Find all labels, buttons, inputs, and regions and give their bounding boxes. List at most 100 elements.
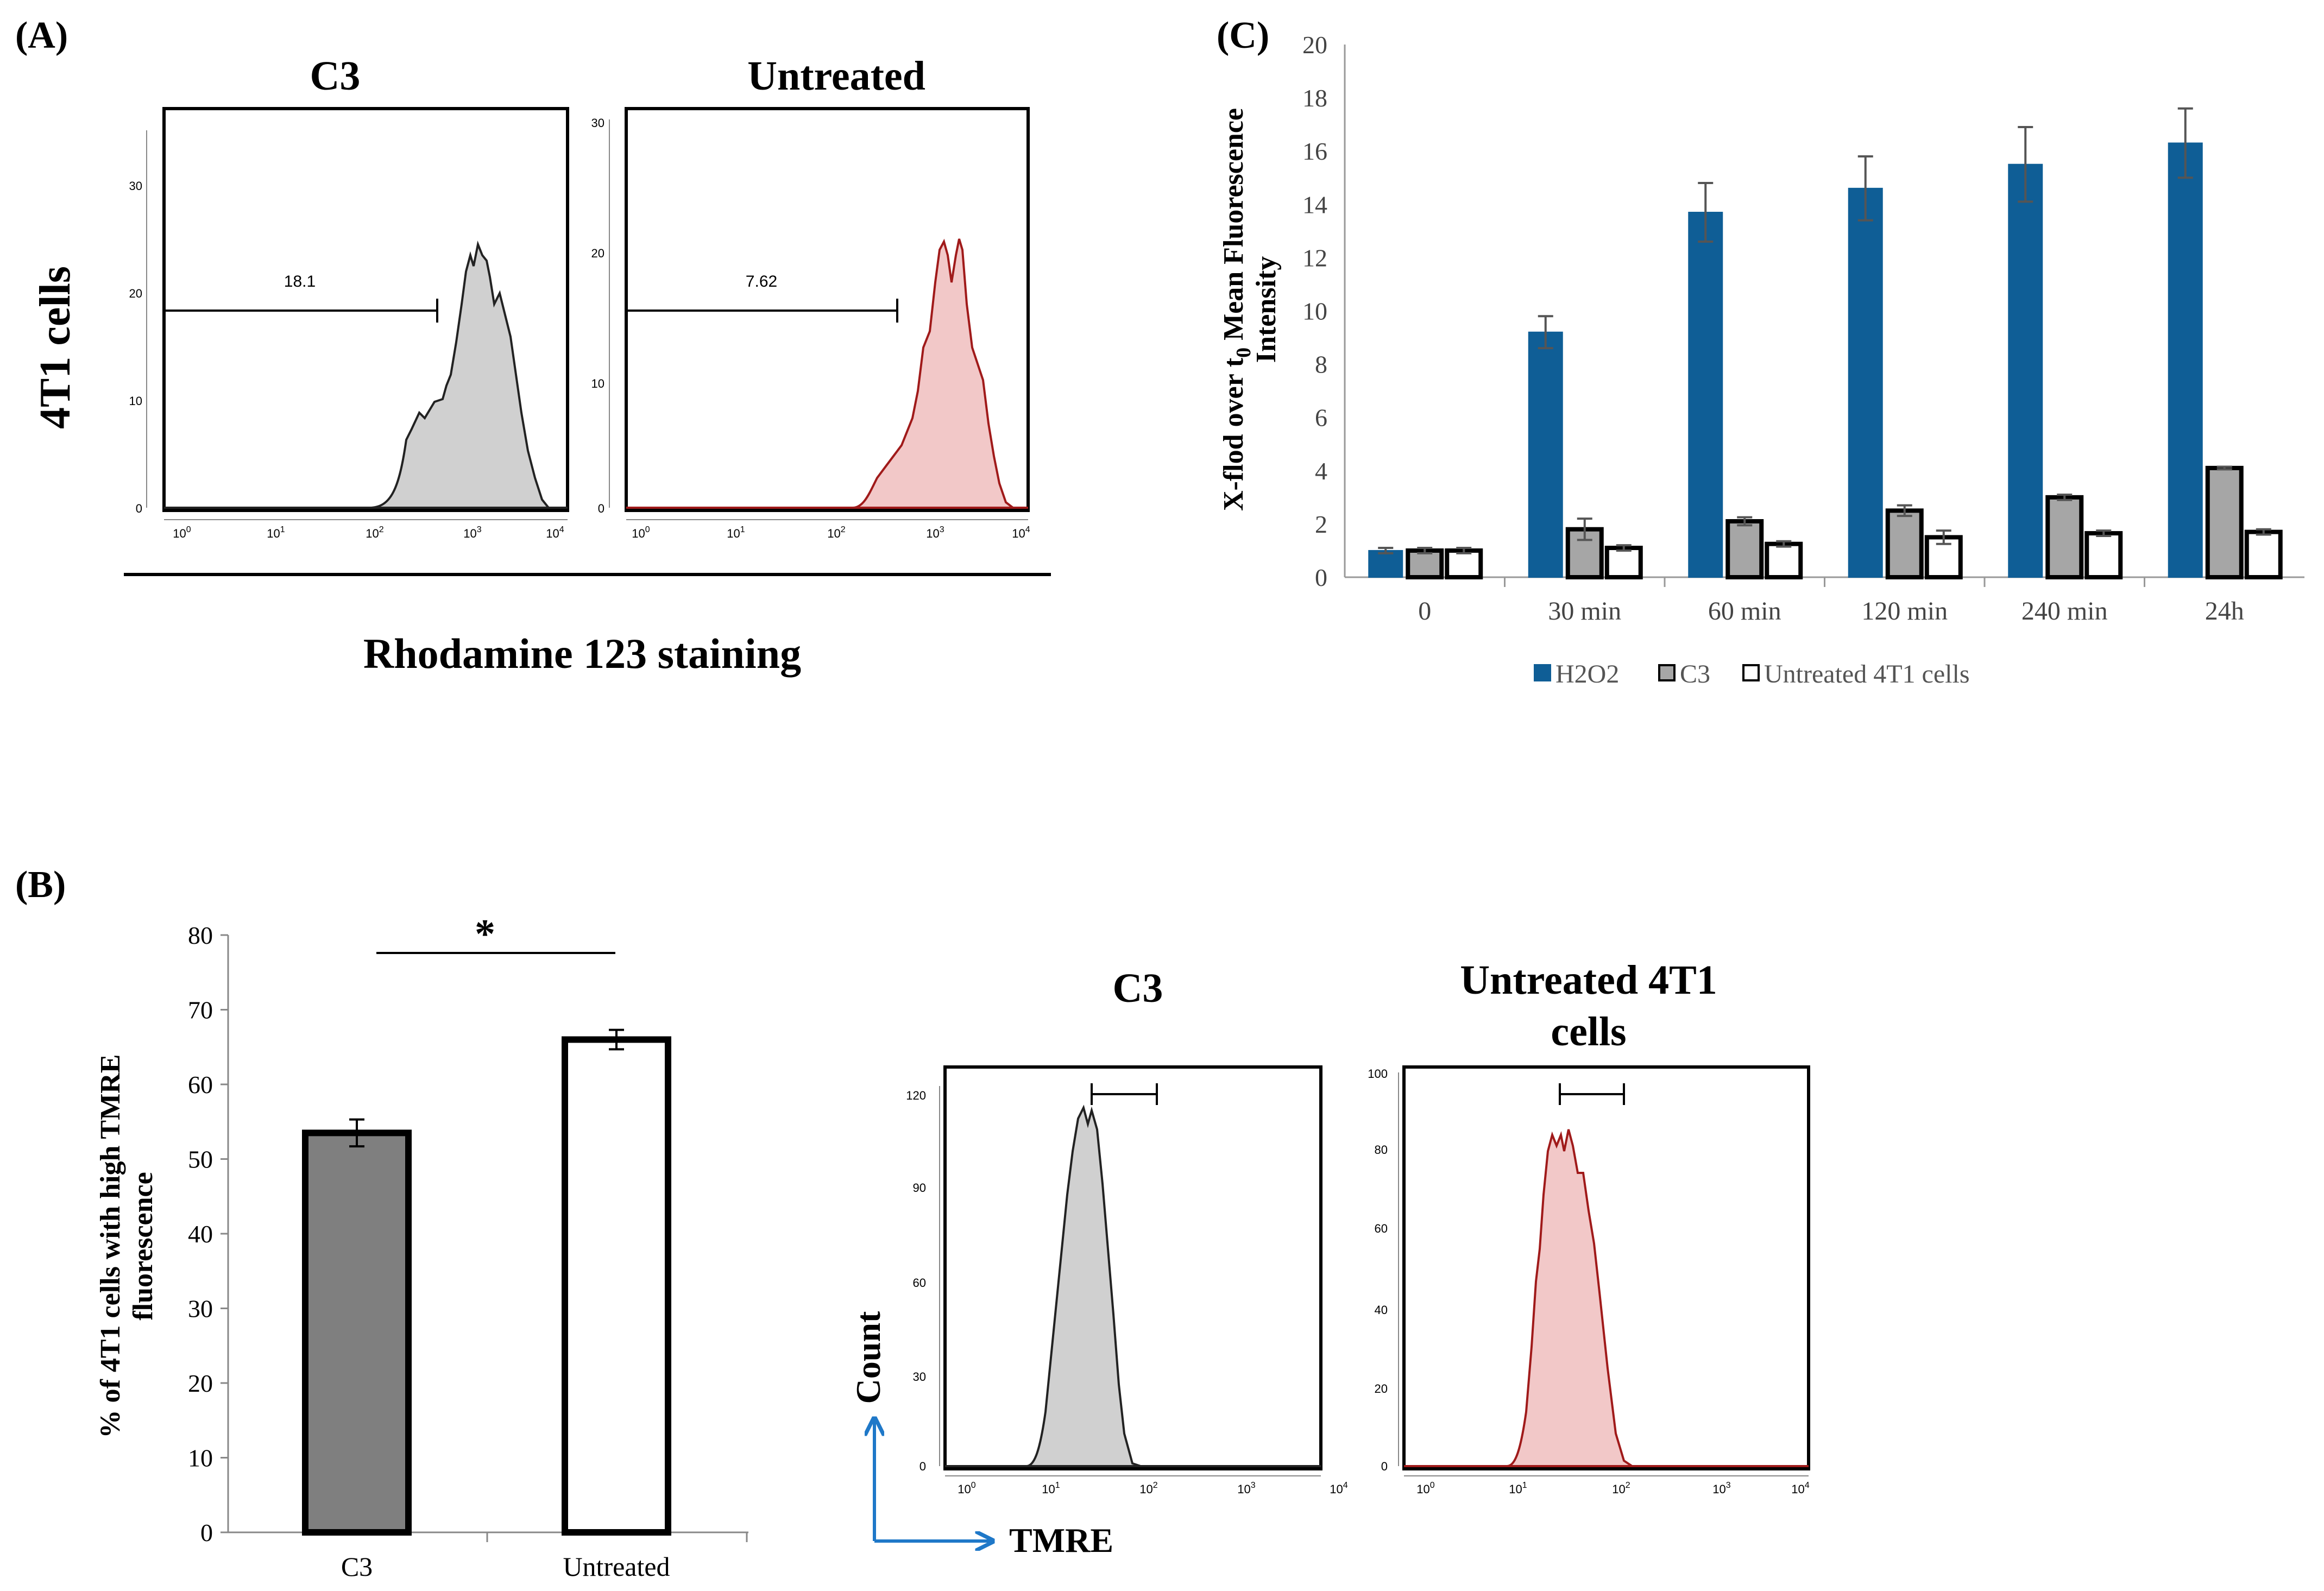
histogram-b-untreated: Untreated 4T1 cells 0 20 40 60 80 100 10… (1368, 957, 1810, 1496)
y-tick: 20 (591, 247, 604, 260)
bar-h2o2 (2008, 163, 2043, 578)
y-tick: 10 (129, 394, 142, 408)
histogram-a-untreated-gate: 7.62 (627, 273, 898, 323)
legend-label: C3 (1680, 660, 1710, 689)
y-tick: 120 (906, 1089, 926, 1102)
error-bar (1737, 516, 1753, 527)
panel-c-letter: (C) (1217, 15, 1269, 56)
error-bar (1698, 182, 1714, 243)
x-tick: 100 (173, 525, 191, 540)
histogram-a-untreated: Untreated 7.62 0 10 20 30 100 101 102 10… (591, 53, 1030, 540)
histogram-b-untreated-x-ticks: 100 101 102 103 104 (1404, 1475, 1810, 1496)
bar-chart-c-x-labels: 0 30 min 60 min 120 min 240 min 24h (1418, 577, 2244, 626)
y-tick-label: 10 (188, 1444, 213, 1472)
significance-bracket: * (376, 911, 615, 957)
y-tick: 40 (1375, 1303, 1388, 1317)
x-tick: 102 (1139, 1481, 1157, 1496)
x-tick: 100 (958, 1481, 975, 1496)
y-tick: 60 (1375, 1222, 1388, 1235)
histogram-a-c3-gate-value: 18.1 (284, 273, 316, 291)
bar-untreated (1445, 548, 1483, 580)
error-bar (2256, 528, 2271, 536)
histogram-a-untreated-frame (625, 107, 1030, 512)
error-bar (1857, 155, 1873, 222)
x-tick-label: 30 min (1548, 597, 1621, 626)
histogram-a-c3-y-ticks: 0 10 20 30 (129, 130, 147, 515)
y-tick-label: 0 (200, 1519, 213, 1546)
bar-h2o2 (2168, 142, 2203, 578)
y-tick-label: 18 (1302, 84, 1327, 112)
histogram-a-c3: C3 18.1 0 10 20 30 100 101 102 103 (129, 53, 569, 540)
count-label: Count (849, 1311, 887, 1404)
legend-item: H2O2 (1534, 660, 1619, 689)
error-bar (1538, 315, 1553, 350)
y-tick-label: 4 (1315, 457, 1327, 485)
legend-item: C3 (1658, 660, 1710, 689)
bar-untreated (2244, 529, 2283, 579)
error-bar (1936, 529, 1951, 545)
y-tick-label: 10 (1302, 298, 1327, 325)
bar-c3 (1406, 548, 1444, 580)
y-tick: 90 (913, 1181, 926, 1195)
histogram-a-untreated-y-ticks: 0 10 20 30 (591, 116, 610, 515)
bar-c3 (1725, 519, 1764, 579)
y-tick-label: 20 (188, 1369, 213, 1397)
legend-item: Untreated 4T1 cells (1742, 660, 1970, 689)
error-bar (2177, 107, 2193, 179)
y-tick-label: 12 (1302, 244, 1327, 272)
bar-untreated (1604, 546, 1643, 579)
histogram-b-untreated-y-ticks: 0 20 40 60 80 100 (1368, 1067, 1399, 1473)
y-tick: 80 (1375, 1143, 1388, 1157)
y-tick-label: 60 (188, 1071, 213, 1098)
histogram-b-c3-gate (1091, 1083, 1158, 1105)
panel-a: (A) 4T1 cells C3 18.1 0 10 20 30 100 1 (15, 15, 1051, 677)
error-bar (2057, 493, 2073, 501)
error-bar (1577, 517, 1592, 541)
bar-c3 (2045, 495, 2084, 579)
bar-untreated (1765, 541, 1803, 579)
panel-a-letter: (A) (15, 15, 68, 56)
error-bar (2018, 126, 2033, 203)
significance-marker: * (475, 911, 495, 957)
panel-b-letter: (B) (15, 864, 66, 906)
x-tick: 101 (1042, 1481, 1060, 1496)
legend-label: H2O2 (1555, 660, 1619, 689)
error-bar (1378, 547, 1394, 554)
error-bar (1456, 547, 1472, 554)
x-tick-label: 24h (2205, 597, 2244, 626)
error-bar (609, 1028, 624, 1051)
bar-c3 (1885, 508, 1924, 579)
error-bar (349, 1118, 364, 1148)
x-tick: 103 (926, 525, 944, 540)
y-tick-label: 8 (1315, 351, 1327, 378)
histogram-a-c3-title: C3 (310, 53, 361, 99)
bar-chart-b-x-labels: C3 Untreated (341, 1532, 748, 1582)
y-tick-label: 6 (1315, 404, 1327, 432)
histogram-a-c3-frame (162, 107, 569, 512)
y-tick: 0 (1381, 1460, 1388, 1473)
x-tick-label: Untreated (563, 1551, 670, 1582)
bar-chart-c-y-ticks: 0 2 4 6 8 10 12 14 16 18 20 (1302, 31, 1327, 591)
histogram-a-c3-gate: 18.1 (165, 273, 438, 323)
y-tick: 20 (1375, 1382, 1388, 1396)
y-tick-label: 80 (188, 921, 213, 949)
x-tick: 101 (1509, 1481, 1527, 1496)
panel-b-y-label-line2: fluorescence (128, 1172, 159, 1320)
x-tick: 102 (1612, 1481, 1630, 1496)
y-tick-label: 2 (1315, 510, 1327, 538)
y-tick: 0 (598, 502, 604, 515)
bar-chart-c-bars (1368, 107, 2283, 580)
y-tick-label: 14 (1302, 191, 1327, 218)
x-tick: 103 (1237, 1481, 1255, 1496)
x-tick: 103 (1712, 1481, 1730, 1496)
x-tick: 104 (1791, 1481, 1809, 1496)
histogram-a-untreated-x-ticks: 100 101 102 103 104 (626, 519, 1030, 540)
histogram-a-untreated-title: Untreated (747, 53, 925, 99)
y-tick-label: 70 (188, 996, 213, 1024)
panel-c-y-label-line1: X-flod over t0 Mean Fluorescence (1218, 108, 1255, 511)
y-tick: 30 (913, 1370, 926, 1384)
histogram-b-untreated-title-line1: Untreated 4T1 (1460, 957, 1717, 1003)
y-tick-label: 40 (188, 1220, 213, 1248)
x-tick: 101 (727, 525, 745, 540)
